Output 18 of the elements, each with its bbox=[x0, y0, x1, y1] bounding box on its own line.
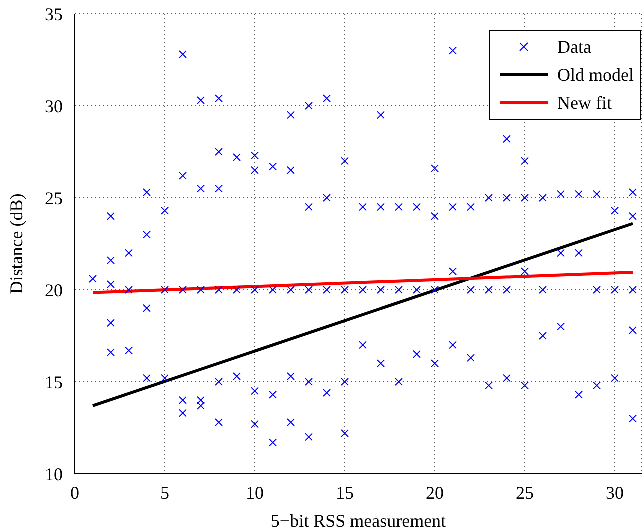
x-tick-label: 15 bbox=[336, 482, 354, 503]
y-tick-label: 10 bbox=[45, 464, 63, 484]
y-tick-label: 15 bbox=[45, 372, 63, 392]
x-axis-title: 5−bit RSS measurement bbox=[270, 511, 446, 529]
x-tick-label: 25 bbox=[516, 482, 534, 503]
legend-label: New fit bbox=[558, 92, 612, 115]
y-tick-label: 20 bbox=[45, 280, 63, 300]
y-tick-label: 30 bbox=[45, 96, 63, 116]
legend-label: Data bbox=[558, 36, 592, 59]
x-tick-label: 30 bbox=[606, 482, 624, 503]
x-tick-label: 5 bbox=[160, 482, 170, 503]
x-tick-label: 10 bbox=[246, 482, 264, 503]
y-axis-title: Distance (dB) bbox=[6, 194, 26, 294]
y-tick-label: 25 bbox=[45, 188, 63, 208]
x-tick-label: 20 bbox=[426, 482, 444, 503]
y-tick-label: 35 bbox=[45, 4, 63, 24]
x-tick-label: 0 bbox=[70, 482, 80, 503]
legend-label: Old model bbox=[558, 64, 634, 87]
